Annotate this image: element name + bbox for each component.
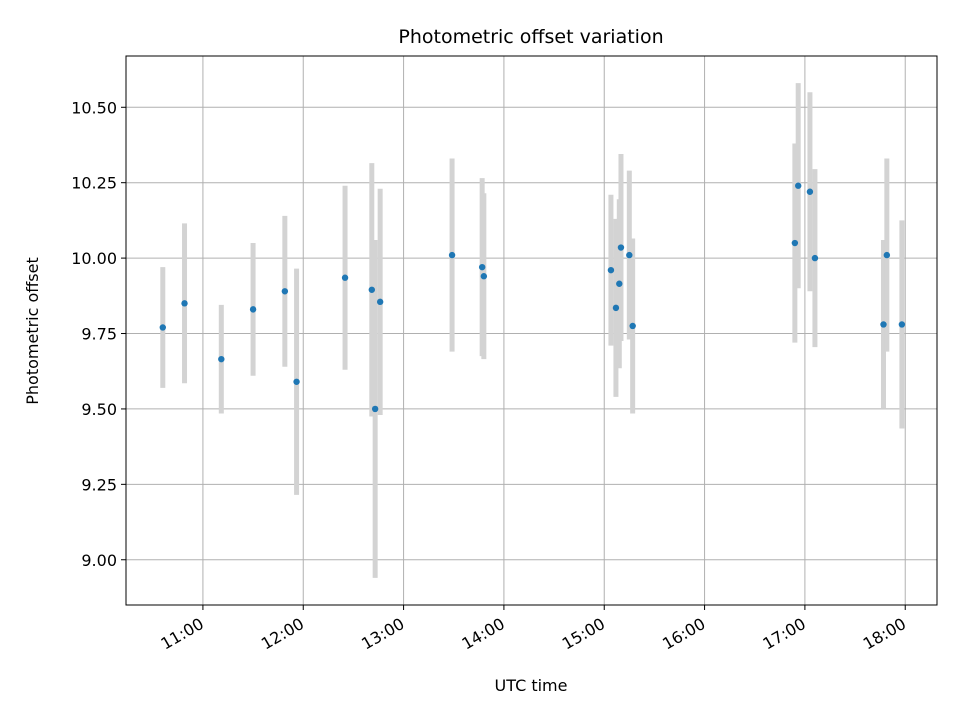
y-tick-label: 10.00 bbox=[71, 249, 117, 268]
chart-title: Photometric offset variation bbox=[398, 26, 663, 48]
y-tick-label: 9.00 bbox=[81, 551, 117, 570]
data-point bbox=[371, 405, 379, 413]
data-point bbox=[617, 244, 625, 251]
data-point bbox=[376, 298, 384, 306]
data-point bbox=[181, 300, 188, 307]
data-point bbox=[806, 188, 814, 195]
data-point bbox=[218, 355, 225, 363]
grid bbox=[126, 56, 937, 605]
y-tick-label: 10.50 bbox=[71, 98, 117, 117]
data-point bbox=[341, 274, 349, 281]
data-point bbox=[616, 280, 623, 287]
y-tick-label: 9.75 bbox=[81, 325, 117, 344]
data-point bbox=[281, 288, 289, 295]
data-point bbox=[249, 306, 257, 313]
data-point bbox=[880, 321, 887, 328]
data-point bbox=[478, 263, 486, 271]
data-point bbox=[626, 251, 633, 259]
data-point bbox=[791, 239, 799, 247]
data-point bbox=[612, 304, 620, 312]
y-axis-label: Photometric offset bbox=[23, 257, 42, 405]
y-tick-label: 10.25 bbox=[71, 174, 117, 193]
data-point bbox=[368, 286, 376, 293]
data-point bbox=[883, 251, 891, 259]
data-point bbox=[795, 182, 802, 189]
data-point bbox=[629, 322, 636, 330]
y-axis-ticks: 9.00 9.25 9.50 9.75 10.00 10.25 10.50 bbox=[71, 98, 126, 570]
data-point bbox=[898, 321, 906, 328]
data-point bbox=[480, 273, 488, 280]
data-point bbox=[607, 266, 615, 274]
data-point bbox=[448, 251, 456, 259]
x-axis-label: UTC time bbox=[495, 676, 568, 695]
data-point bbox=[159, 324, 166, 331]
data-points bbox=[159, 182, 906, 413]
data-point bbox=[293, 378, 300, 385]
y-tick-label: 9.25 bbox=[81, 475, 117, 494]
data-point bbox=[811, 254, 819, 262]
plot-frame bbox=[125, 55, 938, 606]
y-tick-label: 9.50 bbox=[81, 400, 117, 419]
